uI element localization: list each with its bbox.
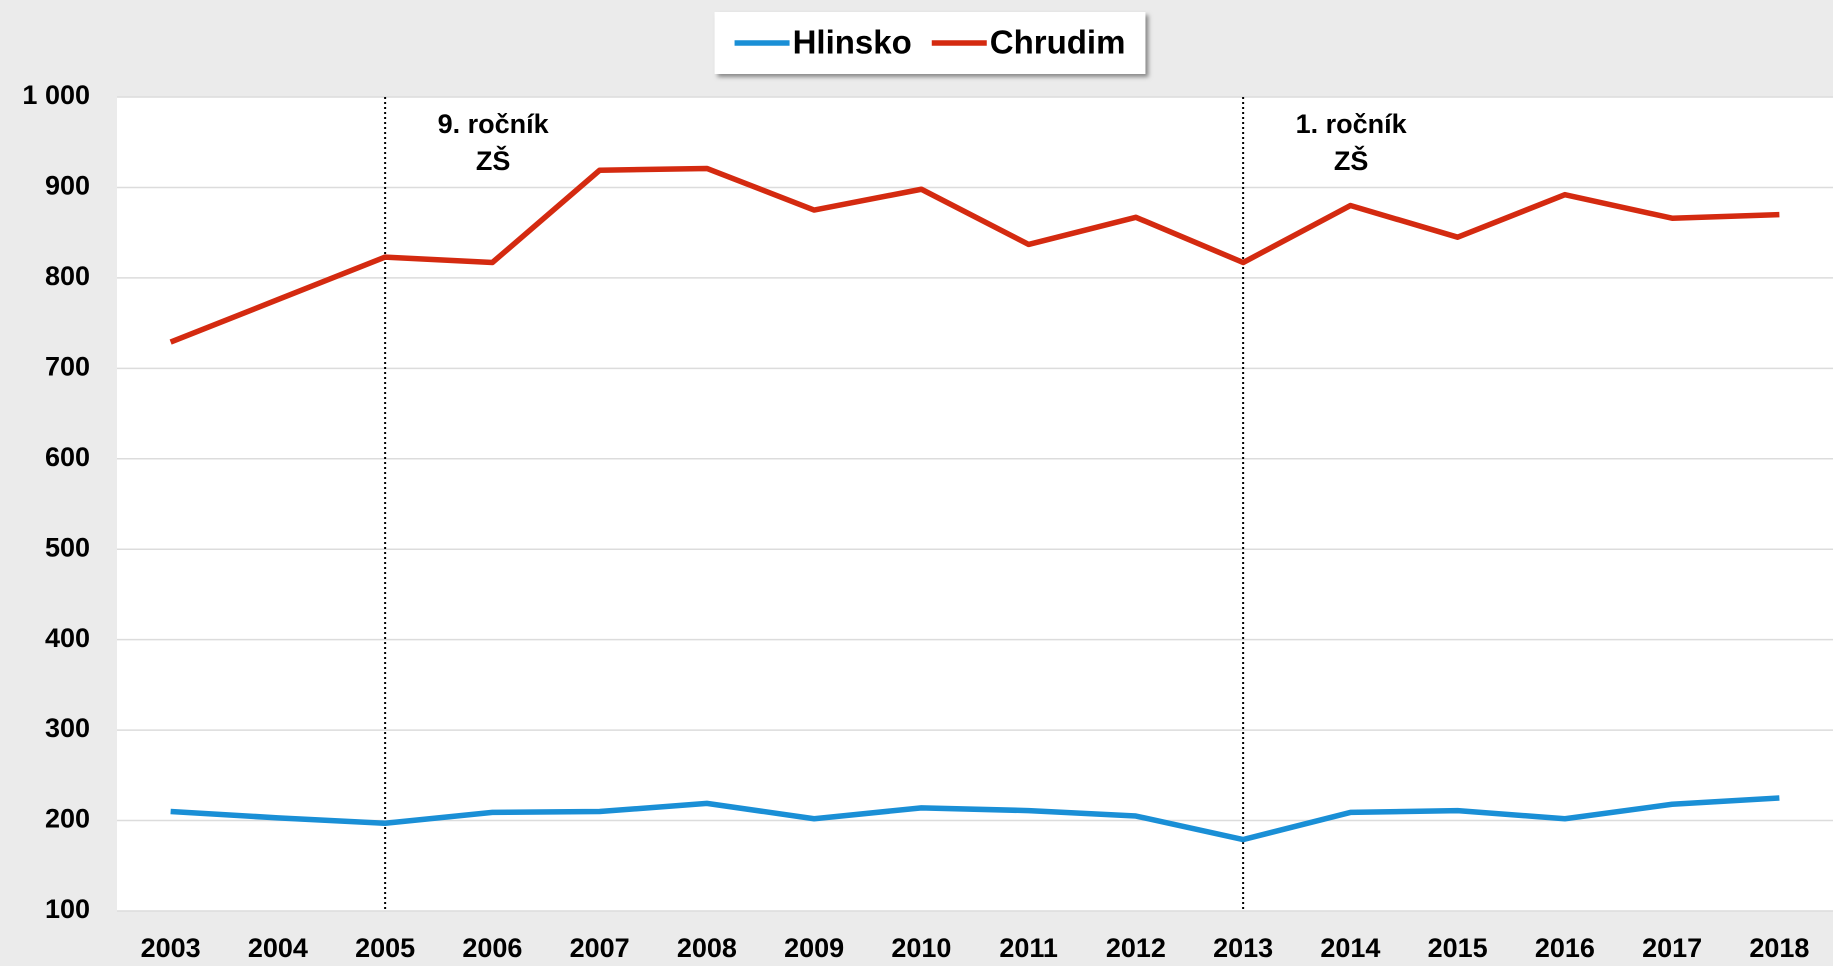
x-tick-label: 2009 [784,933,844,963]
x-tick-label: 2017 [1642,933,1702,963]
plot-area [117,97,1833,911]
legend-label: Chrudim [990,24,1126,61]
x-tick-label: 2010 [891,933,951,963]
annotation-text: 1. ročník [1296,109,1408,139]
x-tick-label: 2008 [677,933,737,963]
annotation-text: ZŠ [476,145,511,176]
y-tick-label: 800 [45,261,90,291]
line-series [169,165,1780,345]
x-tick-label: 2013 [1213,933,1273,963]
y-tick-label: 400 [45,623,90,653]
x-tick-label: 2003 [141,933,201,963]
legend: Hlinsko Chrudim [714,12,1146,74]
y-tick-label: 900 [45,171,90,201]
x-tick-label: 2005 [355,933,415,963]
x-tick-label: 2016 [1535,933,1595,963]
legend-label: Hlinsko [793,24,912,61]
y-tick-label: 300 [45,713,90,743]
line-series [170,795,1780,843]
y-tick-label: 500 [45,532,90,562]
x-tick-label: 2012 [1106,933,1166,963]
x-tick-label: 2018 [1749,933,1809,963]
y-tick-label: 600 [45,442,90,472]
y-tick-label: 100 [45,894,90,924]
x-tick-label: 2011 [999,933,1058,963]
y-tick-label: 200 [45,804,90,834]
x-tick-label: 2004 [248,933,308,963]
x-tick-label: 2006 [462,933,522,963]
x-tick-label: 2007 [570,933,630,963]
annotation-text: 9. ročník [438,109,550,139]
y-tick-label: 700 [45,351,90,381]
x-tick-label: 2014 [1320,933,1380,963]
annotation-text: ZŠ [1334,145,1369,176]
x-tick-label: 2015 [1428,933,1488,963]
y-tick-label: 1 000 [22,80,90,110]
